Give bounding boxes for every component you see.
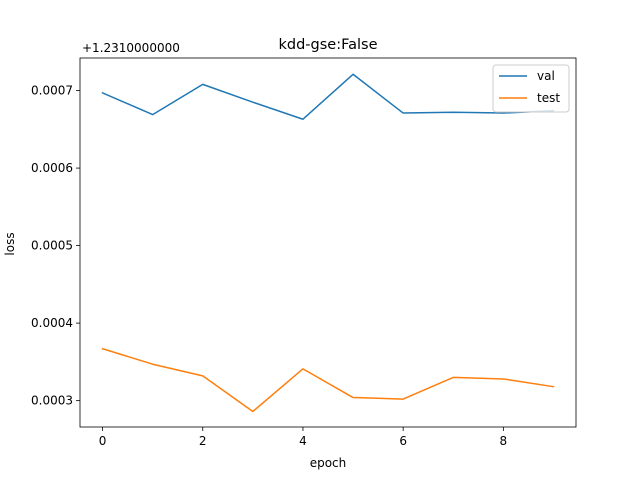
y-offset-label: +1.2310000000 (82, 41, 180, 55)
y-axis-ticks: 0.0003 0.0004 0.0005 0.0006 0.0007 (31, 84, 80, 408)
y-tick-label: 0.0004 (31, 316, 73, 330)
x-axis-ticks: 0 2 4 6 8 (99, 427, 507, 448)
y-axis-label: loss (3, 232, 17, 255)
y-tick-label: 0.0007 (31, 84, 73, 98)
x-tick-label: 2 (199, 434, 207, 448)
x-tick-label: 0 (99, 434, 107, 448)
x-tick-label: 4 (299, 434, 307, 448)
y-tick-label: 0.0003 (31, 394, 73, 408)
series-line-test (101, 347, 555, 413)
x-tick-label: 8 (500, 434, 508, 448)
y-tick-label: 0.0005 (31, 239, 73, 253)
legend: val test (492, 64, 570, 113)
axes-frame (79, 57, 577, 428)
x-tick-label: 6 (399, 434, 407, 448)
y-tick-label: 0.0006 (31, 161, 73, 175)
chart-title: kdd-gse:False (278, 37, 377, 53)
legend-label-val: val (537, 69, 555, 83)
x-axis-label: epoch (310, 456, 347, 470)
series-lines (101, 73, 555, 413)
series-line-val (101, 73, 555, 120)
legend-label-test: test (537, 91, 560, 105)
